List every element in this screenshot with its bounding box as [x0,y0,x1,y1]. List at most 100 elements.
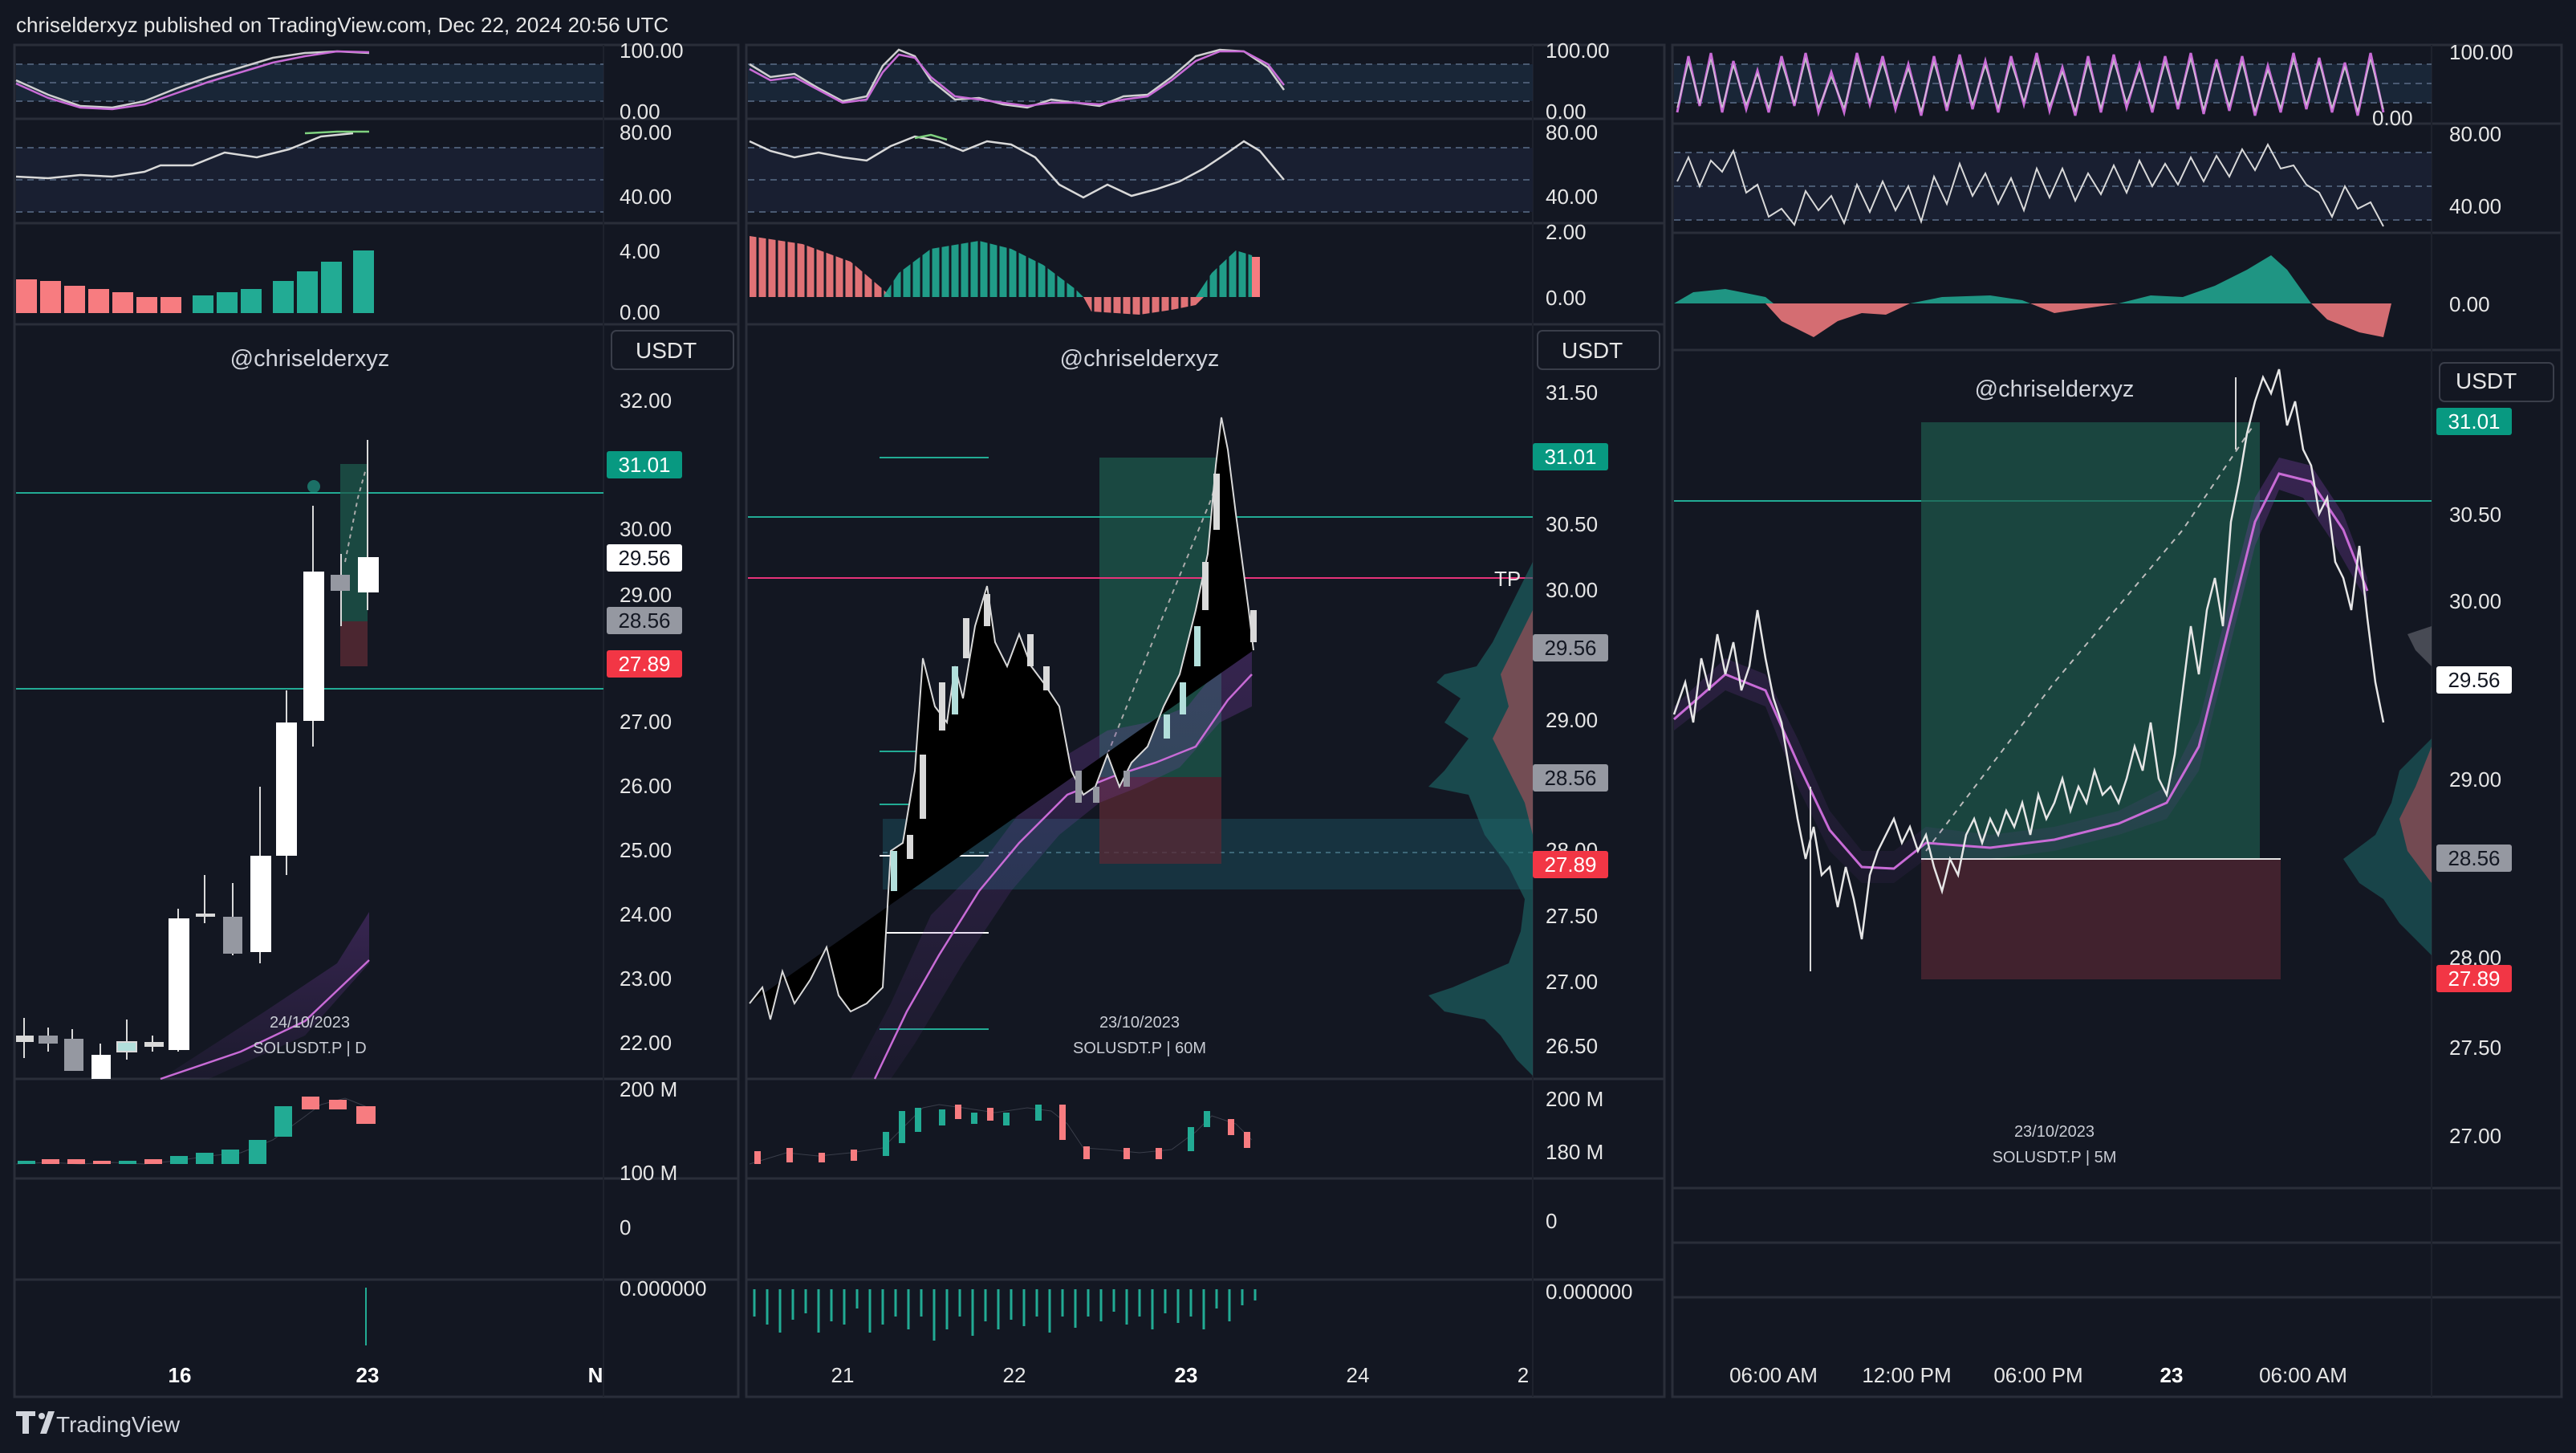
price-badge-label: 28.56 [1544,766,1596,790]
price-badge-last [2436,666,2512,694]
symbol-caption: SOLUSDT.P | D [253,1040,367,1057]
osc1-tick: 0.00 [2372,106,2413,130]
price-pane[interactable]: @chriselderxyz USDT 23/10/2023 SOLUSDT.P… [1672,362,2554,1166]
currency-label: USDT [636,338,697,363]
osc2-tick: 40.00 [1546,185,1598,209]
author-watermark: @chriselderxyz [1975,376,2135,402]
price-badge-entry [2436,845,2512,872]
price-tick: 25.00 [620,838,672,862]
chart-panel-hourly[interactable]: 100.00 0.00 80.00 40.00 [745,39,1666,1398]
time-tick: 06:00 AM [2259,1363,2347,1387]
histogram-pane[interactable]: 4.00 0.00 [16,239,660,324]
price-badge-label: 28.56 [618,608,670,633]
rsi-pane[interactable]: 80.00 40.00 [748,120,1598,213]
price-tick: 29.00 [2449,767,2501,792]
price-tick: 24.00 [620,902,672,926]
indicator-pane[interactable]: 0 0.000000 [753,1209,1632,1341]
osc2-tick: 80.00 [1546,120,1598,144]
time-tick: 23 [356,1363,380,1387]
hist-tick: 0.00 [2449,292,2490,316]
price-badge-stop [1533,851,1608,878]
price-badge-stop [2436,965,2512,992]
date-caption: 23/10/2023 [1099,1014,1180,1032]
symbol-caption: SOLUSDT.P | 5M [1993,1149,2117,1166]
osc1-tick: 100.00 [1546,39,1610,63]
price-tick: 30.00 [1546,578,1598,602]
price-badge-label: 31.01 [618,453,670,477]
histogram-pane[interactable]: 0.00 [1674,255,2490,337]
time-axis[interactable]: 16 23 N [169,1363,603,1387]
price-tick: 27.50 [2449,1036,2501,1060]
price-tick: 27.00 [620,710,672,734]
currency-button[interactable] [2439,362,2554,402]
price-badge-stop [607,650,682,678]
time-axis[interactable]: 06:00 AM 12:00 PM 06:00 PM 23 06:00 AM [1729,1363,2347,1387]
price-pane[interactable]: @chriselderxyz USDT [16,330,734,1081]
price-tick: 23.00 [620,967,672,991]
currency-button[interactable] [611,330,734,370]
indicator-tick: 0 [620,1215,631,1239]
price-badge-label: 29.56 [2448,668,2500,692]
author-watermark: @chriselderxyz [230,346,390,372]
time-tick: 23 [2160,1363,2184,1387]
time-tick: 06:00 PM [1993,1363,2082,1387]
indicator-tick: 0.000000 [1546,1280,1632,1304]
tradingview-logo-icon [16,1411,35,1434]
tradingview-logo[interactable]: TradingView [16,1411,181,1437]
time-tick: 16 [169,1363,192,1387]
volume-tick: 180 M [1546,1140,1603,1164]
time-tick: 24 [1347,1363,1370,1387]
indicator-tick: 0 [1546,1209,1557,1233]
time-tick: 23 [1175,1363,1198,1387]
author-watermark: @chriselderxyz [1060,346,1220,372]
hist-tick: 0.00 [1546,286,1587,310]
time-tick: 12:00 PM [1862,1363,1951,1387]
price-pane[interactable]: @chriselderxyz USDT TP [748,330,1660,1080]
osc1-tick: 100.00 [2449,40,2513,64]
price-tick: 31.50 [1546,381,1598,405]
stoch-oscillator-pane[interactable]: 100.00 0.00 [748,39,1610,124]
stoch-oscillator-pane[interactable]: 100.00 0.00 [1674,40,2513,130]
currency-label: USDT [1562,338,1623,363]
rsi-pane[interactable]: 80.00 40.00 [1674,122,2501,227]
osc2-tick: 80.00 [2449,122,2501,146]
price-badge-last [607,544,682,572]
chart-panel-5min[interactable]: 100.00 0.00 80.00 40.00 0.00 @chriselder… [1671,40,2563,1398]
price-badge-label: 29.56 [618,546,670,570]
price-tick: 30.50 [1546,512,1598,536]
rsi-pane[interactable]: 80.00 40.00 [15,120,672,213]
date-caption: 24/10/2023 [270,1014,350,1032]
price-badge-label: 31.01 [1544,445,1596,469]
time-tick: 22 [1003,1363,1026,1387]
price-badge-target [2436,408,2512,435]
osc2-tick: 40.00 [2449,194,2501,218]
volume-pane[interactable]: 200 M 180 M [749,1087,1603,1165]
price-badge-label: 27.89 [618,652,670,676]
stoch-oscillator-pane[interactable]: 100.00 0.00 [15,39,684,124]
currency-button[interactable] [1537,330,1660,370]
symbol-caption: SOLUSDT.P | 60M [1073,1040,1206,1057]
price-badge-entry [607,607,682,634]
hist-tick: 0.00 [620,300,660,324]
price-tick: 26.00 [620,774,672,798]
price-badge-label: 31.01 [2448,409,2500,433]
time-axis[interactable]: 21 22 23 24 2 [831,1363,1530,1387]
price-tick: 29.00 [620,583,672,607]
time-tick: N [588,1363,603,1387]
indicator-pane[interactable]: 0 0.000000 [365,1215,706,1345]
volume-tick: 200 M [1546,1087,1603,1111]
histogram-pane[interactable]: 2.00 0.00 [750,220,1587,316]
take-profit-label: TP [1494,567,1521,591]
price-tick: 26.50 [1546,1034,1598,1058]
price-tick: 30.00 [2449,589,2501,613]
price-tick: 22.00 [620,1031,672,1055]
price-badge-label: 27.89 [1544,853,1596,877]
hist-tick: 4.00 [620,239,660,263]
time-tick: 2 [1518,1363,1529,1387]
price-badge-label: 28.56 [2448,846,2500,870]
price-tick: 30.50 [2449,503,2501,527]
volume-pane[interactable]: 200 M 100 M [15,1077,677,1185]
hist-tick: 2.00 [1546,220,1587,244]
chart-panel-daily[interactable]: 100.00 0.00 80.00 40.00 [13,39,740,1398]
